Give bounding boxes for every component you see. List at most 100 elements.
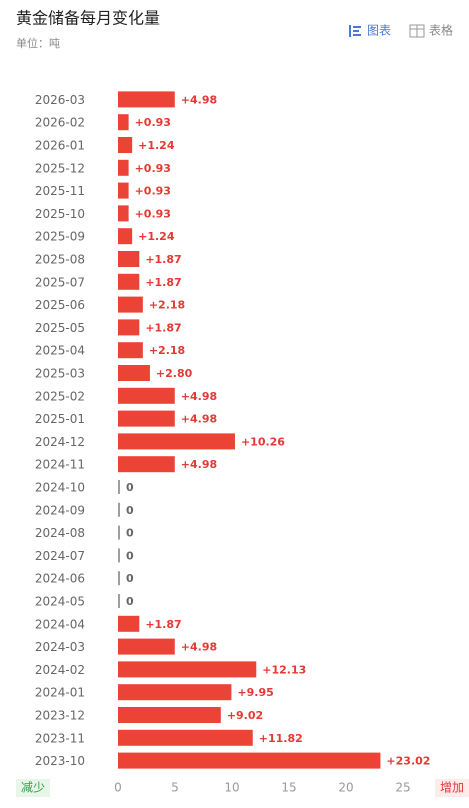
tab-label[interactable]: 图表 (367, 24, 391, 38)
y-tick-label: 2024-09 (35, 503, 85, 517)
y-tick-label: 2024-03 (35, 640, 85, 654)
bar (118, 387, 175, 404)
value-label: +1.87 (145, 276, 181, 289)
y-tick-label: 2025-05 (35, 321, 85, 335)
y-tick-label: 2024-04 (35, 617, 85, 631)
bar (118, 410, 175, 427)
y-tick-label: 2024-10 (35, 481, 85, 495)
y-tick-label: 2025-04 (35, 344, 85, 358)
value-label: +4.98 (181, 390, 217, 403)
value-label: +1.24 (138, 230, 175, 243)
tab-label[interactable]: 表格 (429, 23, 453, 38)
tab-chart[interactable]: 图表 (349, 24, 391, 38)
x-tick-label: 0 (114, 781, 122, 795)
bar (118, 707, 221, 723)
bar (118, 273, 140, 290)
y-tick-label: 2024-12 (35, 435, 85, 449)
bar (118, 296, 143, 313)
bar (118, 729, 253, 746)
value-label: +12.13 (262, 663, 306, 676)
y-tick-label: 2025-02 (35, 389, 85, 403)
value-label: +1.87 (145, 253, 181, 266)
y-tick-label: 2024-01 (35, 686, 85, 700)
value-label: +23.02 (386, 755, 430, 768)
y-tick-label: 2024-05 (35, 595, 85, 609)
bar (118, 525, 120, 540)
y-tick-label: 2025-01 (35, 412, 85, 426)
bar (118, 594, 120, 608)
value-label: +4.98 (181, 413, 217, 426)
bar (118, 571, 120, 586)
y-tick-label: 2025-03 (35, 367, 85, 381)
right-label: 增加 (440, 781, 464, 795)
tab-table[interactable]: 表格 (409, 23, 453, 38)
y-tick-label: 2025-11 (35, 184, 85, 198)
value-label: 0 (126, 527, 134, 540)
value-label: 0 (126, 572, 134, 585)
bar (118, 319, 140, 336)
y-tick-label: 2026-03 (35, 93, 85, 107)
y-tick-label: 2024-06 (35, 572, 85, 586)
x-tick-label: 10 (224, 781, 239, 795)
value-label: +9.02 (227, 709, 263, 722)
bar (118, 456, 175, 473)
value-label: +2.18 (149, 299, 185, 312)
bar (118, 228, 133, 245)
bar (118, 661, 257, 678)
bar (118, 205, 129, 222)
value-label: +4.98 (181, 458, 217, 471)
y-tick-label: 2025-07 (35, 275, 85, 289)
x-tick-label: 5 (171, 781, 179, 795)
value-label: +0.93 (135, 116, 171, 129)
unit: 单位：吨 (16, 36, 60, 50)
bar (118, 480, 120, 494)
bar (118, 251, 140, 267)
bar (118, 615, 140, 632)
bar (118, 365, 150, 381)
value-label: +1.87 (145, 618, 181, 631)
y-tick-label: 2025-08 (35, 253, 85, 267)
left-label: 减少 (21, 781, 45, 795)
y-tick-label: 2024-07 (35, 549, 85, 563)
value-label: +10.26 (241, 435, 285, 448)
value-label: +4.98 (181, 641, 217, 654)
bar (118, 137, 133, 153)
value-label: 0 (126, 481, 134, 494)
value-label: +2.18 (149, 344, 185, 357)
value-label: +1.24 (138, 139, 175, 152)
y-tick-label: 2024-11 (35, 458, 85, 472)
value-label: +11.82 (259, 732, 303, 745)
y-tick-label: 2024-02 (35, 663, 85, 677)
value-label: +4.98 (181, 93, 217, 106)
value-label: +0.93 (135, 207, 171, 220)
y-tick-label: 2023-11 (35, 731, 85, 745)
y-tick-label: 2026-01 (35, 139, 85, 153)
value-label: +2.80 (156, 367, 193, 380)
bar (118, 91, 175, 108)
y-tick-label: 2025-12 (35, 161, 85, 175)
value-label: +9.95 (237, 686, 273, 699)
bar (118, 548, 120, 563)
y-tick-label: 2024-08 (35, 526, 85, 540)
value-label: 0 (126, 595, 134, 608)
y-tick-label: 2025-06 (35, 298, 85, 312)
x-tick-label: 25 (395, 781, 410, 795)
bar (118, 433, 235, 450)
right-label-bg (435, 779, 469, 797)
left-label-bg (16, 779, 50, 797)
bar (118, 342, 143, 359)
bar (118, 638, 175, 655)
x-tick-label: 15 (281, 781, 296, 795)
bar (118, 159, 129, 176)
value-label: 0 (126, 504, 134, 517)
title: 黄金储备每月变化量 (16, 9, 160, 28)
x-tick-label: 20 (338, 781, 353, 795)
bar (118, 502, 120, 517)
y-tick-label: 2023-10 (35, 754, 85, 768)
value-label: +0.93 (135, 162, 171, 175)
bar (118, 182, 129, 199)
y-tick-label: 2025-09 (35, 230, 85, 244)
value-label: 0 (126, 549, 134, 562)
